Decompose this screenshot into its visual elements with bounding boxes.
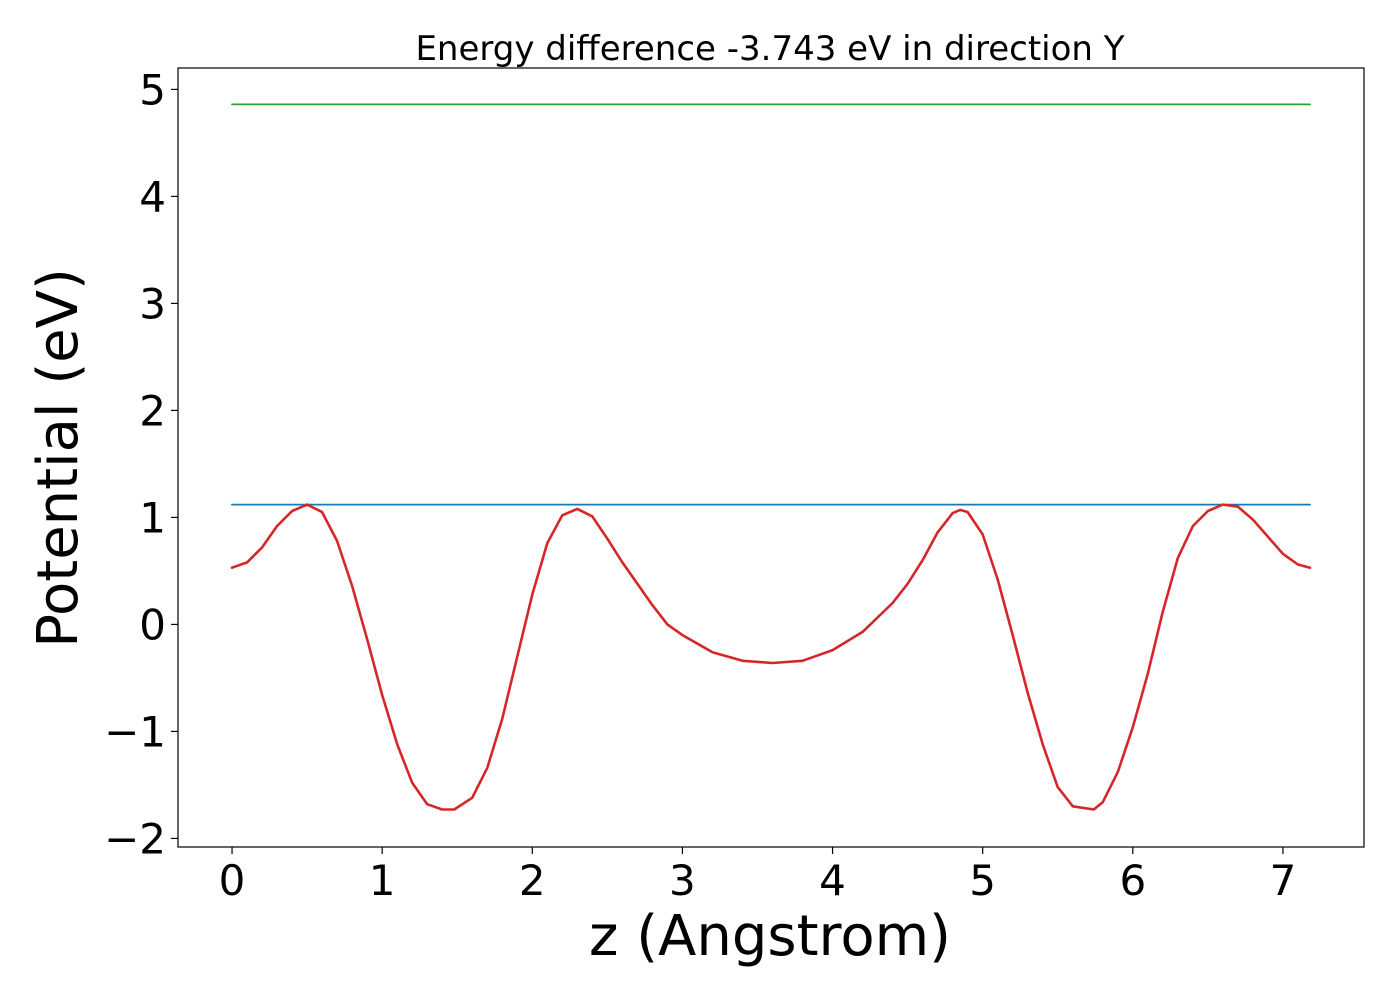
y-tick-label: 2 [139,386,166,435]
y-tick-label: 3 [139,279,166,328]
y-tick-label: 1 [139,493,166,542]
y-tick-label: −2 [104,814,166,863]
y-tick-label: 0 [139,600,166,649]
x-tick-label: 1 [369,856,396,905]
x-tick-label: 5 [969,856,996,905]
x-axis-title: z (Angstrom) [589,904,951,969]
plot-series [230,103,1312,811]
y-axis: −2 −1 0 1 2 3 4 5 [104,65,178,863]
x-tick-label: 7 [1270,856,1297,905]
x-tick-label: 2 [519,856,546,905]
series-line-3 [230,503,1312,811]
x-tick-label: 3 [669,856,696,905]
y-axis-title: Potential (eV) [26,268,91,648]
y-tick-label: 5 [139,65,166,114]
x-tick-label: 6 [1119,856,1146,905]
y-tick-label: −1 [104,707,166,756]
plot-frame [177,67,1365,848]
x-axis: 0 1 2 3 4 5 6 7 [219,847,1297,905]
chart-title: Energy difference -3.743 eV in direction… [415,29,1124,69]
x-tick-label: 4 [819,856,846,905]
x-tick-label: 0 [219,856,246,905]
y-tick-label: 4 [139,172,166,221]
